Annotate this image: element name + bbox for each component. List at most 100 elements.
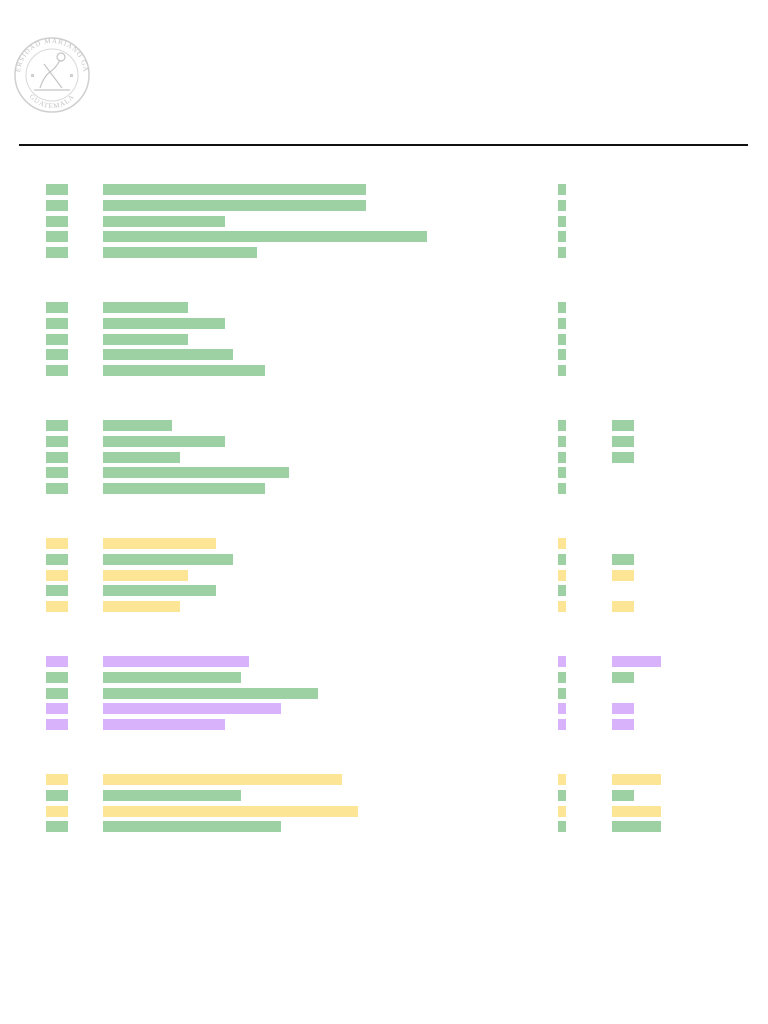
redacted-flag-cell <box>558 703 566 714</box>
redacted-name-cell <box>103 184 366 195</box>
redacted-code-cell <box>46 538 68 549</box>
redacted-code-cell <box>46 302 68 313</box>
redacted-code-cell <box>46 719 68 730</box>
redacted-flag-cell <box>558 554 566 565</box>
redacted-code-cell <box>46 216 68 227</box>
table-row <box>0 821 768 832</box>
table-row <box>0 436 768 447</box>
redacted-flag-cell <box>558 585 566 596</box>
redacted-name-cell <box>103 554 233 565</box>
table-row <box>0 688 768 699</box>
table-row <box>0 774 768 785</box>
redacted-name-cell <box>103 688 318 699</box>
table-row <box>0 790 768 801</box>
redacted-code-cell <box>46 656 68 667</box>
table-row <box>0 570 768 581</box>
redacted-name-cell <box>103 216 225 227</box>
redacted-flag-cell <box>558 483 566 494</box>
redacted-code-cell <box>46 483 68 494</box>
redacted-flag-cell <box>558 436 566 447</box>
redacted-code-cell <box>46 436 68 447</box>
redacted-code-cell <box>46 774 68 785</box>
redacted-flag-cell <box>558 452 566 463</box>
redacted-flag-cell <box>558 216 566 227</box>
table-row <box>0 200 768 211</box>
redacted-name-cell <box>103 200 366 211</box>
seal-icon: UNIVERSIDAD MARIANO GÁLVEZ GUATEMALA <box>7 30 90 113</box>
redacted-name-cell <box>103 420 172 431</box>
table-row <box>0 585 768 596</box>
table-row <box>0 483 768 494</box>
redacted-flag-cell <box>558 719 566 730</box>
redacted-flag-cell <box>558 570 566 581</box>
redacted-code-cell <box>46 585 68 596</box>
redacted-flag-cell <box>558 365 566 376</box>
redacted-name-cell <box>103 318 225 329</box>
redacted-flag-cell <box>558 538 566 549</box>
redacted-name-cell <box>103 247 257 258</box>
redacted-flag-cell <box>558 656 566 667</box>
redacted-extra-cell <box>612 601 634 612</box>
header-divider <box>19 144 748 146</box>
redacted-code-cell <box>46 672 68 683</box>
university-seal-logo: UNIVERSIDAD MARIANO GÁLVEZ GUATEMALA <box>7 30 94 114</box>
redacted-code-cell <box>46 318 68 329</box>
redacted-name-cell <box>103 656 249 667</box>
redacted-code-cell <box>46 365 68 376</box>
table-row <box>0 184 768 195</box>
redacted-name-cell <box>103 821 281 832</box>
redacted-flag-cell <box>558 334 566 345</box>
redacted-code-cell <box>46 247 68 258</box>
redacted-name-cell <box>103 231 427 242</box>
redacted-flag-cell <box>558 184 566 195</box>
redacted-extra-cell <box>612 672 634 683</box>
redacted-code-cell <box>46 184 68 195</box>
table-row <box>0 452 768 463</box>
redacted-flag-cell <box>558 672 566 683</box>
redacted-flag-cell <box>558 231 566 242</box>
redacted-code-cell <box>46 790 68 801</box>
redacted-flag-cell <box>558 200 566 211</box>
redacted-code-cell <box>46 420 68 431</box>
redacted-extra-cell <box>612 790 634 801</box>
table-row <box>0 467 768 478</box>
redacted-code-cell <box>46 703 68 714</box>
redacted-flag-cell <box>558 467 566 478</box>
redacted-extra-cell <box>612 774 661 785</box>
table-row <box>0 806 768 817</box>
redacted-extra-cell <box>612 554 634 565</box>
table-row <box>0 365 768 376</box>
redacted-extra-cell <box>612 806 661 817</box>
table-row <box>0 672 768 683</box>
redacted-code-cell <box>46 452 68 463</box>
table-row <box>0 349 768 360</box>
redacted-name-cell <box>103 719 225 730</box>
redacted-extra-cell <box>612 436 634 447</box>
redacted-code-cell <box>46 200 68 211</box>
redacted-name-cell <box>103 585 216 596</box>
redacted-code-cell <box>46 688 68 699</box>
redacted-name-cell <box>103 774 342 785</box>
redacted-extra-cell <box>612 420 634 431</box>
redacted-name-cell <box>103 601 180 612</box>
table-row <box>0 719 768 730</box>
redacted-name-cell <box>103 483 265 494</box>
redacted-code-cell <box>46 570 68 581</box>
table-row <box>0 554 768 565</box>
table-row <box>0 538 768 549</box>
redacted-flag-cell <box>558 349 566 360</box>
redacted-extra-cell <box>612 719 634 730</box>
redacted-name-cell <box>103 570 188 581</box>
table-row <box>0 703 768 714</box>
table-row <box>0 216 768 227</box>
table-row <box>0 318 768 329</box>
redacted-code-cell <box>46 601 68 612</box>
table-row <box>0 334 768 345</box>
redacted-name-cell <box>103 467 289 478</box>
table-row <box>0 420 768 431</box>
table-row <box>0 656 768 667</box>
redacted-name-cell <box>103 452 180 463</box>
redacted-code-cell <box>46 821 68 832</box>
redacted-extra-cell <box>612 656 661 667</box>
